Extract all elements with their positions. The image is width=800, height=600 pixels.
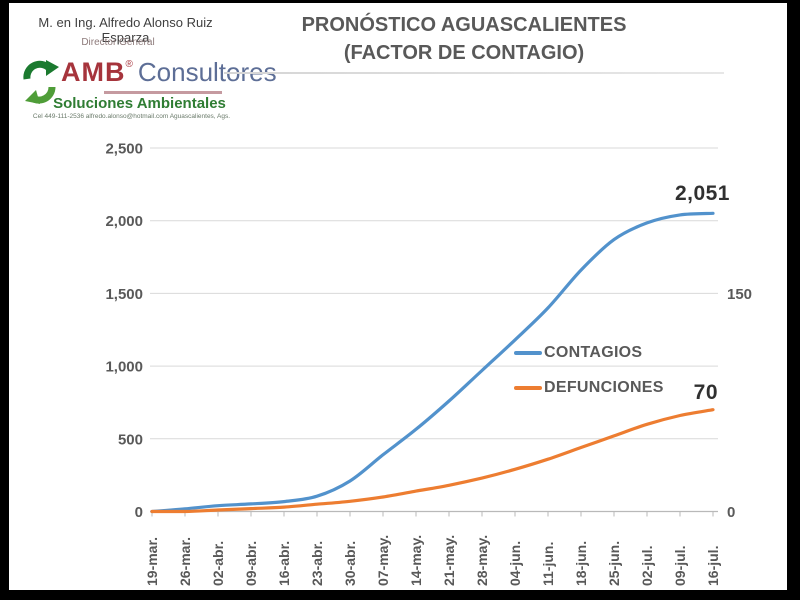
chart-title-line2: (FACTOR DE CONTAGIO) — [343, 42, 585, 64]
author-name: M. en Ing. Alfredo Alonso Ruiz Esparza — [38, 15, 213, 45]
x-axis-label-14-may: 14-may. — [408, 535, 424, 586]
x-axis-label-11-jun: 11-jun. — [540, 542, 556, 586]
chart-title-line1: PRONÓSTICO AGUASCALIENTES — [301, 14, 627, 36]
logo-underline — [104, 91, 222, 94]
legend-label-contagios: CONTAGIOS — [544, 344, 643, 361]
slide-background: M. en Ing. Alfredo Alonso Ruiz Esparza D… — [9, 3, 787, 590]
x-axis-label-25-jun: 25-jun. — [606, 541, 622, 586]
contagios-end-data-label: 2,051 — [674, 182, 730, 205]
x-axis-ticks — [151, 511, 714, 517]
x-axis-label-16-jul: 16-jul. — [705, 546, 721, 586]
logo-brand-text: AMB — [61, 57, 126, 87]
x-axis-label-23-abr: 23-abr. — [309, 541, 325, 586]
left-axis-label-1500: 1,500 — [105, 286, 143, 303]
right-axis-label-150: 150 — [727, 286, 752, 303]
x-axis-label-02-abr: 02-abr. — [210, 541, 226, 586]
logo-contact-info: Cel 449-111-2536 alfredo.alonso@hotmail.… — [32, 113, 231, 120]
contagios-line — [150, 211, 715, 514]
author-title: Director General — [81, 37, 155, 48]
x-axis-label-09-jul: 09-jul. — [672, 546, 688, 586]
contagios-line-swatch — [514, 351, 542, 355]
logo-tagline: Soluciones Ambientales — [53, 95, 226, 112]
legend-item-defunciones: DEFUNCIONES — [514, 379, 664, 397]
x-axis-label-28-may: 28-may. — [474, 535, 490, 586]
company-logo: AMB® Consultores Soluciones Ambientales C… — [17, 53, 277, 123]
x-axis-label-21-may: 21-may. — [441, 535, 457, 586]
x-axis-label-02-jul: 02-jul. — [639, 546, 655, 586]
gridlines — [150, 147, 718, 513]
legend-item-contagios: CONTAGIOS — [514, 344, 664, 362]
legend-label-defunciones: DEFUNCIONES — [544, 379, 664, 396]
right-axis-label-0: 0 — [727, 504, 735, 521]
x-axis-label-16-abr: 16-abr. — [276, 541, 292, 586]
defunciones-line — [150, 408, 715, 514]
x-axis-label-09-abr: 09-abr. — [243, 541, 259, 586]
recycle-icon — [23, 60, 59, 104]
left-axis-label-2000: 2,000 — [105, 213, 143, 230]
x-axis-label-07-may: 07-may. — [375, 535, 391, 586]
defunciones-end-data-label: 70 — [693, 381, 718, 404]
x-axis-label-18-jun: 18-jun. — [573, 541, 589, 586]
x-axis-tick-labels: 19-mar. 26-mar. 02-abr. 09-abr. 16-abr. 23-ab… — [144, 535, 721, 586]
x-axis-label-26-mar: 26-mar. — [177, 537, 193, 586]
x-axis-label-04-jun: 04-jun. — [507, 541, 523, 586]
left-axis-tick-labels: 0 500 1,000 1,500 2,000 2,500 — [105, 141, 143, 522]
x-axis-label-19-mar: 19-mar. — [144, 537, 160, 586]
left-axis-label-0: 0 — [135, 504, 143, 521]
registered-trademark-icon: ® — [125, 59, 133, 70]
logo-wordmark: AMB® Consultores — [61, 57, 277, 88]
title-divider — [224, 72, 724, 74]
chart-title: PRONÓSTICO AGUASCALIENTES (FACTOR DE CON… — [249, 11, 679, 67]
chart-legend: CONTAGIOS DEFUNCIONES — [514, 344, 664, 414]
x-axis-label-30-abr: 30-abr. — [342, 541, 358, 586]
left-axis-label-500: 500 — [118, 431, 143, 448]
defunciones-line-swatch — [514, 386, 542, 390]
left-axis-label-2500: 2,500 — [105, 141, 143, 158]
left-axis-label-1000: 1,000 — [105, 359, 143, 376]
